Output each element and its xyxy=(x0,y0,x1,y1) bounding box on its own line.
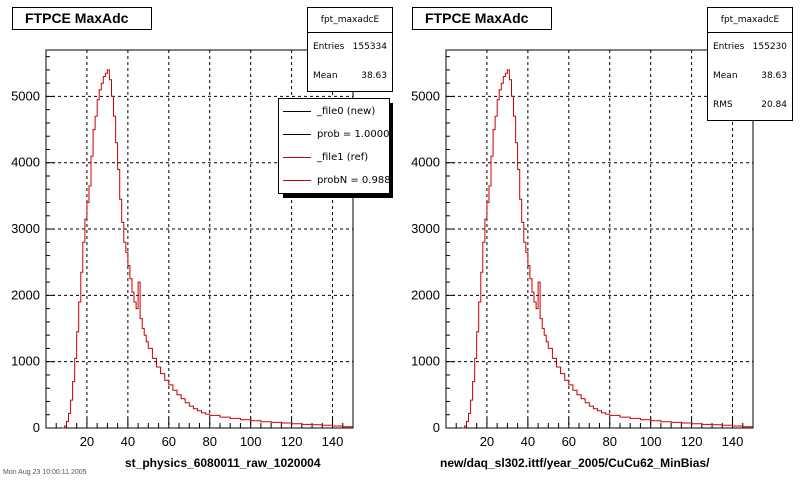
stats-row-entries: Entries 155230 xyxy=(708,33,792,62)
legend-line-icon xyxy=(283,133,311,135)
legend-label: _file1 (ref) xyxy=(317,151,369,163)
stats-histogram-name: fpt_maxadcE xyxy=(308,8,392,33)
legend-entry-probn: probN = 0.988191 xyxy=(279,170,390,190)
stats-value: 38.63 xyxy=(761,71,787,81)
x-tick-label: 40 xyxy=(121,434,135,449)
legend-label: _file0 (new) xyxy=(317,105,376,117)
histogram-title: FTPCE MaxAdc xyxy=(412,7,552,30)
stats-histogram-name: fpt_maxadcE xyxy=(708,8,792,33)
x-axis-caption: st_physics_6080011_raw_1020004 xyxy=(125,456,321,470)
x-tick-label: 20 xyxy=(480,434,494,449)
stats-box: fpt_maxadcE Entries 155334 Mean 38.63 xyxy=(307,7,393,92)
y-tick-label: 4000 xyxy=(11,155,40,170)
legend-entry-file1: _file1 (ref) xyxy=(279,147,389,167)
x-tick-label: 60 xyxy=(562,434,576,449)
x-tick-label: 40 xyxy=(521,434,535,449)
stats-row-rms: RMS 20.84 xyxy=(708,91,792,120)
x-tick-label: 20 xyxy=(80,434,94,449)
legend-line-icon xyxy=(283,156,311,158)
stats-label: Entries xyxy=(713,42,745,52)
footnote-text: Mon Aug 23 10:00:11 2005 xyxy=(3,469,87,476)
x-tick-label: 140 xyxy=(322,434,344,449)
legend-box: _file0 (new) prob = 1.000000 _file1 (ref… xyxy=(278,98,390,194)
y-tick-label: 3000 xyxy=(411,221,440,236)
legend-entry-prob: prob = 1.000000 xyxy=(279,124,390,144)
y-tick-label: 2000 xyxy=(11,287,40,302)
x-axis-caption: new/daq_sl302.ittf/year_2005/CuCu62_MinB… xyxy=(440,456,710,470)
y-tick-label: 0 xyxy=(433,420,440,435)
histogram-title: FTPCE MaxAdc xyxy=(12,7,152,30)
y-tick-label: 2000 xyxy=(411,287,440,302)
stats-label: Mean xyxy=(313,71,338,81)
x-tick-label: 100 xyxy=(240,434,262,449)
stats-value: 20.84 xyxy=(761,100,787,110)
stats-row-mean: Mean 38.63 xyxy=(308,62,392,91)
y-tick-label: 5000 xyxy=(411,88,440,103)
x-tick-label: 100 xyxy=(640,434,662,449)
x-tick-label: 60 xyxy=(162,434,176,449)
histogram-series-line xyxy=(62,69,353,429)
legend-entry-file0: _file0 (new) xyxy=(279,101,389,121)
histogram-panel-right: 20 40 60 80 100 120 140 0 1000 2000 3000 4000 5000 F… xyxy=(400,0,800,480)
stats-label: Mean xyxy=(713,71,738,81)
histogram-series-line xyxy=(462,69,753,429)
y-tick-label: 0 xyxy=(33,420,40,435)
y-tick-label: 1000 xyxy=(11,354,40,369)
y-tick-label: 5000 xyxy=(11,88,40,103)
legend-line-icon xyxy=(283,179,311,181)
stats-label: RMS xyxy=(713,100,733,110)
legend-label: probN = 0.988191 xyxy=(317,174,390,186)
stats-row-mean: Mean 38.63 xyxy=(708,62,792,91)
stats-value: 155334 xyxy=(352,42,387,52)
y-tick-label: 3000 xyxy=(11,221,40,236)
stats-label: Entries xyxy=(313,42,345,52)
x-tick-label: 80 xyxy=(602,434,616,449)
stats-value: 38.63 xyxy=(361,71,387,81)
x-tick-label: 80 xyxy=(202,434,216,449)
legend-label: prob = 1.000000 xyxy=(317,128,390,140)
histogram-panel-left: 20 40 60 80 100 120 140 0 1000 2000 3000 4000 5000 F… xyxy=(3,7,393,476)
stats-box: fpt_maxadcE Entries 155230 Mean 38.63 RM… xyxy=(707,7,793,121)
x-tick-label: 120 xyxy=(281,434,303,449)
legend-line-icon xyxy=(283,110,311,112)
stats-row-entries: Entries 155334 xyxy=(308,33,392,62)
x-tick-label: 120 xyxy=(681,434,703,449)
plot-canvas-right: 20 40 60 80 100 120 140 0 1000 2000 3000 4000 5000 xyxy=(411,49,754,449)
y-tick-label: 4000 xyxy=(411,155,440,170)
stats-value: 155230 xyxy=(752,42,787,52)
y-tick-label: 1000 xyxy=(411,354,440,369)
x-tick-label: 140 xyxy=(722,434,744,449)
